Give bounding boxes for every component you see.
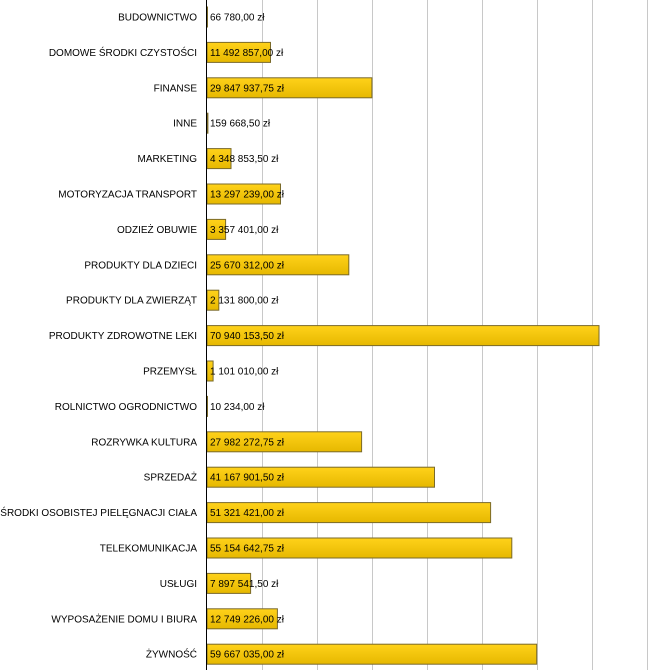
category-label: ROLNICTWO OGRODNICTWO bbox=[55, 402, 197, 413]
value-label: 59 667 035,00 zł bbox=[210, 650, 285, 661]
value-label: 7 897 541,50 zł bbox=[210, 579, 279, 590]
bars bbox=[206, 6, 600, 665]
category-label: PRODUKTY DLA DZIECI bbox=[84, 260, 197, 271]
value-label: 1 101 010,00 zł bbox=[210, 367, 279, 378]
category-label: INNE bbox=[173, 119, 197, 130]
value-label: 11 492 857,00 zł bbox=[210, 48, 284, 59]
category-label: TELEKOMUNIKACJA bbox=[100, 544, 198, 555]
value-label: 10 234,00 zł bbox=[210, 402, 265, 413]
category-label: PRZEMYSŁ bbox=[143, 367, 197, 378]
value-label: 41 167 901,50 zł bbox=[210, 473, 285, 484]
category-label: DOMOWE ŚRODKI CZYSTOŚCI bbox=[49, 46, 197, 59]
value-label: 12 749 226,00 zł bbox=[210, 614, 285, 625]
category-label: USŁUGI bbox=[160, 579, 197, 590]
value-label: 25 670 312,00 zł bbox=[210, 260, 285, 271]
value-label: 27 982 272,75 zł bbox=[210, 437, 285, 448]
value-label: 55 154 642,75 zł bbox=[210, 544, 285, 555]
category-label: ŚRODKI OSOBISTEJ PIELĘGNACJI CIAŁA bbox=[0, 506, 197, 519]
category-label: WYPOSAŻENIE DOMU I BIURA bbox=[51, 612, 197, 625]
value-labels: 66 780,00 zł 11 492 857,00 zł 29 847 937,7… bbox=[210, 13, 285, 661]
category-label: ODZIEŻ OBUWIE bbox=[117, 223, 197, 236]
category-label: MARKETING bbox=[138, 154, 198, 165]
value-label: 51 321 421,00 zł bbox=[210, 508, 285, 519]
category-label: PRODUKTY DLA ZWIERZĄT bbox=[66, 296, 197, 307]
category-label: PRODUKTY ZDROWOTNE LEKI bbox=[49, 331, 197, 342]
value-label: 13 297 239,00 zł bbox=[210, 190, 285, 201]
category-label: ROZRYWKA KULTURA bbox=[91, 437, 197, 448]
value-label: 3 357 401,00 zł bbox=[210, 225, 279, 236]
category-label: SPRZEDAŻ bbox=[144, 471, 197, 484]
value-label: 70 940 153,50 zł bbox=[210, 331, 285, 342]
value-label: 2 131 800,00 zł bbox=[210, 296, 279, 307]
category-label: FINANSE bbox=[154, 83, 198, 94]
category-labels: BUDOWNICTWO DOMOWE ŚRODKI CZYSTOŚCI FINANS… bbox=[0, 13, 197, 661]
bar[interactable] bbox=[206, 6, 208, 28]
value-label: 66 780,00 zł bbox=[210, 13, 265, 24]
category-label: BUDOWNICTWO bbox=[118, 13, 197, 24]
value-label: 159 668,50 zł bbox=[210, 119, 271, 130]
value-label: 4 348 853,50 zł bbox=[210, 154, 279, 165]
bar[interactable] bbox=[206, 112, 209, 134]
bar[interactable] bbox=[206, 395, 208, 417]
category-label: ŻYWNOŚĆ bbox=[146, 648, 197, 661]
category-label: MOTORYZACJA TRANSPORT bbox=[58, 190, 197, 201]
value-label: 29 847 937,75 zł bbox=[210, 83, 285, 94]
